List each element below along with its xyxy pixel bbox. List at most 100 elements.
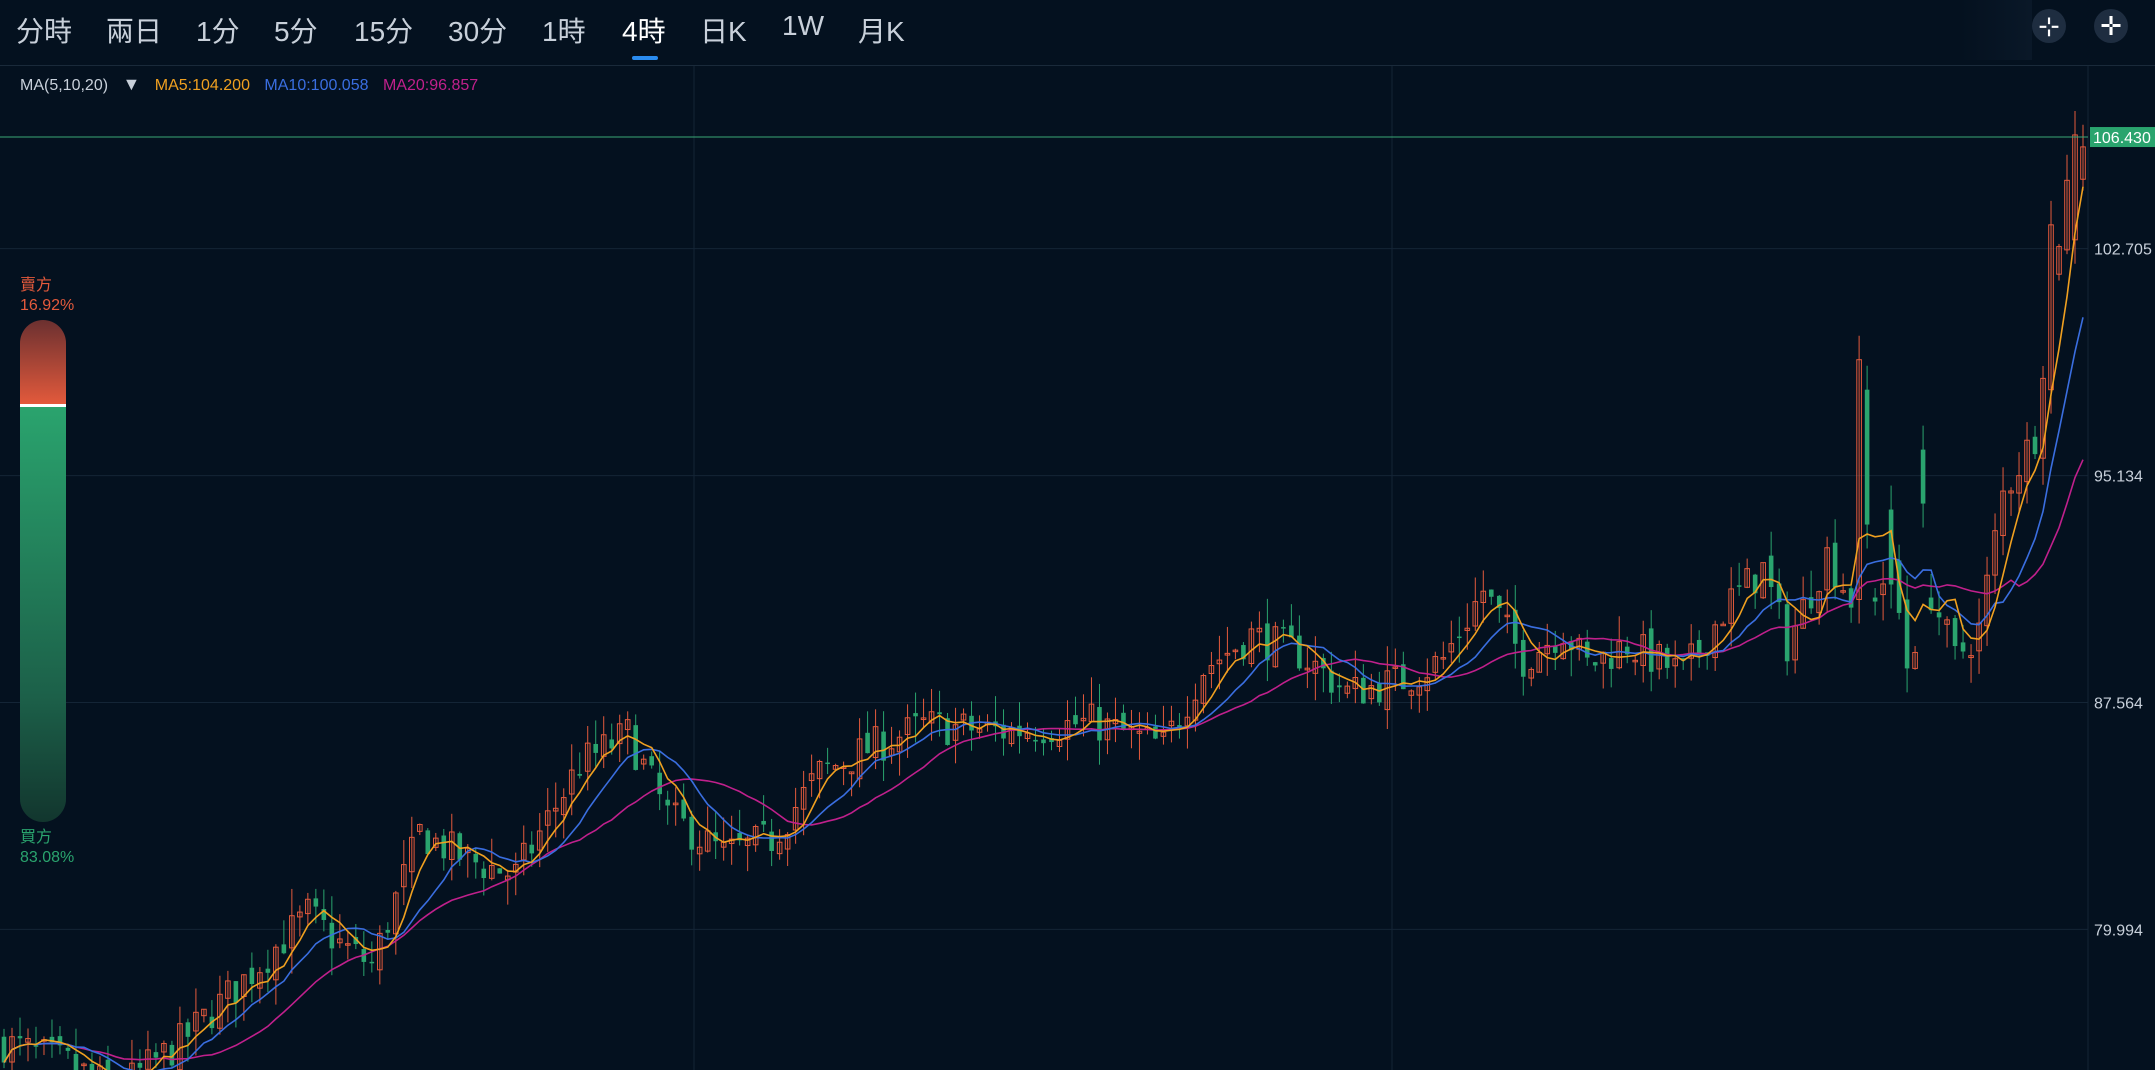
tab-9[interactable]: 1W [782,10,824,41]
candle-body [945,718,950,745]
candle-body [1177,725,1182,727]
candle-body [1344,685,1351,694]
candle-body [1736,585,1742,587]
candle-body [49,1036,55,1043]
candle-body [1992,530,1998,576]
candle-body [305,898,311,915]
candle-body [784,834,791,850]
fullscreen-icon: ✛ [2100,11,2122,41]
candle-body [872,726,879,759]
candle-body [225,980,231,999]
timeframe-tabs: 分時 兩日 1分 5分 15分 30分 1時 4時 日K 1W 月K [0,0,2155,66]
candle-body [896,736,903,753]
candle-body [1960,642,1966,652]
candle-body [1121,712,1126,730]
candle-body [529,844,535,854]
crosshair-icon: ⊹ [2038,11,2060,41]
candle-body [1656,643,1663,670]
candle-body [1512,609,1518,644]
candle-body [65,1047,71,1051]
candle-body [1097,707,1102,741]
candle-body [401,864,407,888]
candle-body [1944,619,1950,625]
candle-body [1080,717,1087,722]
candle-body [2040,377,2046,459]
tab-1[interactable]: 兩日 [106,16,163,47]
buy-ratio-fill [20,405,66,822]
candle-body [776,841,783,855]
candle-body [57,1036,63,1046]
candle-body [1520,639,1526,677]
candle-body [417,824,423,832]
candle-body [1848,588,1854,608]
candle-body [377,932,383,971]
candle-body [265,968,271,973]
candle-body [1840,590,1846,593]
candle-body [689,816,694,850]
candle-body [1297,635,1302,669]
candle-body [2072,134,2078,241]
candlestick-chart[interactable]: 102.705 95.134 87.564 79.994 106.430 [0,66,2155,1070]
candle-body [488,865,495,879]
candle-body [633,725,638,770]
candle-body [2056,246,2062,275]
candle-body [920,717,927,721]
candle-body [1752,574,1758,594]
candle-body [129,1062,135,1070]
candle-body [1304,667,1311,671]
candle-body [33,1045,39,1047]
tab-5[interactable]: 30分 [448,16,508,47]
candle-body [89,1063,95,1070]
candle-body [1392,666,1399,669]
candle-body [1632,659,1639,663]
candle-body [1073,715,1078,725]
candle-body [313,898,319,907]
candle-body [1200,675,1207,704]
candle-body [249,967,255,984]
candle-body [1968,655,1974,659]
candle-body [201,1008,207,1017]
candle-body [441,835,447,859]
candle-body [473,853,479,863]
candle-body [1216,659,1223,665]
candle-body [425,830,431,855]
candle-body [2016,475,2022,494]
tab-2[interactable]: 1分 [196,16,240,47]
tab-0[interactable]: 分時 [16,16,73,47]
candle-body [1712,624,1718,659]
tab-7[interactable]: 4時 [622,16,666,47]
tab-3[interactable]: 5分 [274,16,318,47]
sell-ratio-fill [20,320,66,405]
candle-body [544,810,551,826]
candle-body [1480,590,1487,603]
candle-body [1536,652,1543,673]
candle-body [1928,597,1934,611]
ma-selector[interactable]: MA(5,10,20) ▼ [20,74,141,94]
dropdown-triangle-icon: ▼ [122,74,141,94]
candle-body [2024,439,2030,483]
tab-4[interactable]: 15分 [354,16,414,47]
candle-body [1241,645,1246,660]
candle-body [353,937,359,945]
candle-body [1208,665,1215,674]
tab-8[interactable]: 日K [700,16,747,47]
candle-body [640,758,647,765]
sell-label: 賣方 [20,277,53,294]
candle-body [761,820,766,825]
tab-10[interactable]: 月K [858,16,905,47]
tab-6[interactable]: 1時 [542,16,586,47]
candle-body [1640,634,1647,667]
candle-body [1528,668,1535,679]
candle-body [649,756,654,766]
fullscreen-button[interactable]: ✛ [2094,9,2128,43]
ma5-line [3,186,2084,1070]
candle-body [217,993,223,1029]
candle-body [1153,726,1158,739]
ma20-value: MA20:96.857 [382,77,479,94]
candle-body [744,837,751,847]
candle-body [321,909,327,920]
crosshair-button[interactable]: ⊹ [2032,9,2066,43]
candle-body [169,1044,175,1066]
candle-body [153,1052,159,1058]
candle-body [385,930,391,933]
